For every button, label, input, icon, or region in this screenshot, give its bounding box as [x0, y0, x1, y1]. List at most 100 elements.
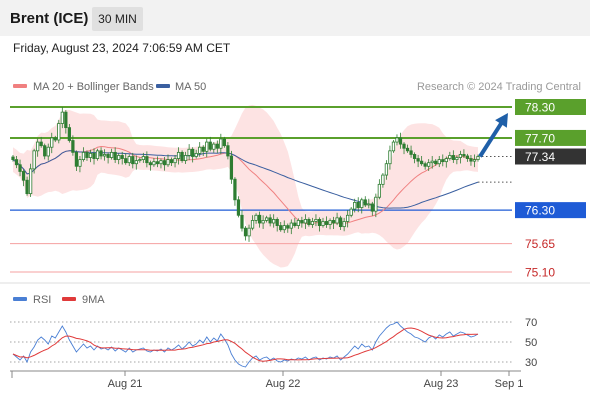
candle [310, 217, 315, 228]
candle-body [205, 141, 209, 152]
timestamp: Friday, August 23, 2024 7:06:59 AM CET [13, 41, 231, 55]
candle [124, 153, 128, 165]
candle-body [198, 146, 202, 154]
candle [127, 154, 131, 167]
candle [162, 157, 167, 171]
candle-body [240, 214, 244, 229]
candle [346, 210, 350, 228]
candle-body [254, 214, 258, 221]
candle-body [427, 162, 431, 167]
candle [212, 142, 216, 153]
candle-body [441, 159, 445, 163]
candle-body [381, 174, 385, 185]
candle-body [141, 156, 145, 160]
candle [43, 143, 47, 160]
candle-body [236, 199, 241, 216]
candle [384, 160, 389, 180]
candle [377, 179, 381, 200]
candle [187, 144, 191, 161]
candle [92, 148, 96, 165]
interval-button[interactable]: 30 MIN [92, 7, 143, 31]
candle-body [293, 222, 297, 226]
forecast-arrow-shaft [478, 117, 506, 158]
credit-text: Research © 2024 Trading Central [417, 81, 581, 93]
candle-body [145, 156, 149, 164]
candle [74, 150, 79, 171]
candle [265, 215, 269, 223]
candle-body [286, 225, 290, 229]
resistance-tag [515, 129, 586, 146]
legend-swatch-9ma [62, 297, 76, 301]
candle-body [117, 155, 121, 160]
candle-body [335, 217, 339, 224]
legend-swatch-rsi [13, 297, 27, 301]
candle-body [102, 154, 107, 157]
candle [476, 154, 480, 162]
candle-body [296, 220, 300, 226]
candle-body [384, 163, 389, 176]
candle-body [458, 154, 463, 158]
candle-body [353, 201, 357, 210]
candle-body [412, 154, 417, 159]
candle [398, 132, 403, 149]
candle [402, 142, 406, 155]
candle-body [314, 219, 318, 222]
candle [335, 212, 339, 226]
candle [391, 140, 396, 153]
candle [131, 152, 135, 169]
candle [409, 145, 413, 158]
candle-body [465, 155, 470, 159]
candle [338, 215, 343, 230]
candle-body [250, 220, 255, 229]
candle-body [212, 143, 216, 150]
candle-body [208, 141, 212, 150]
candle [257, 211, 262, 228]
candle-body [476, 156, 480, 160]
candle [300, 216, 304, 228]
candle [462, 149, 466, 159]
candle [455, 155, 459, 165]
candle [71, 135, 75, 156]
candle [173, 154, 177, 168]
candle [99, 147, 103, 160]
forecast-arrow-head [495, 113, 508, 128]
candle-body [120, 155, 124, 159]
candle [176, 147, 181, 165]
candle-body [187, 148, 191, 156]
candle-body [275, 219, 279, 226]
candle [437, 155, 441, 168]
candle [317, 217, 322, 232]
candle [36, 138, 40, 157]
candle-body [222, 138, 226, 147]
candle [39, 136, 43, 148]
price-levels-layer: 78.30 77.70 77.34 76.30 75.65 75.10 [10, 99, 586, 280]
time-axis-label: Aug 23 [424, 378, 459, 390]
candle [363, 196, 367, 208]
candle [282, 220, 286, 234]
candle [250, 215, 255, 231]
candle-body [451, 155, 455, 160]
candle [240, 210, 244, 232]
candle-body [194, 153, 198, 157]
candle [395, 134, 399, 146]
candle [219, 133, 223, 155]
candle [88, 149, 93, 163]
candle-body [370, 203, 374, 212]
candle [448, 151, 452, 161]
candle-body [409, 150, 413, 155]
candle [117, 153, 121, 165]
candle-body [18, 164, 22, 172]
rsi-layer: 70 50 30 [0, 282, 590, 369]
candle [169, 157, 174, 167]
candle [18, 159, 22, 177]
candle-body [423, 163, 427, 167]
candle [412, 152, 417, 164]
candle-body [25, 179, 29, 195]
candle-body [472, 159, 477, 162]
candle [78, 155, 82, 173]
current-price-label: 77.34 [525, 150, 555, 164]
candle-body [85, 151, 89, 158]
candle [166, 154, 170, 167]
candle-body [444, 158, 448, 163]
candle-body [183, 155, 188, 162]
